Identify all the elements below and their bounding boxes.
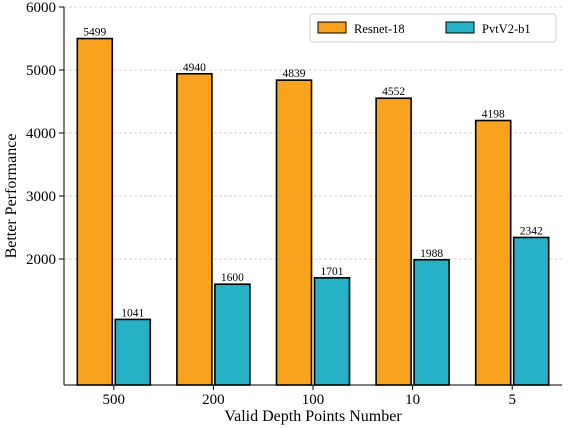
bar [176,72,213,386]
y-axis-title: Better Performance [3,134,20,259]
bar [512,236,550,386]
data-label: 1701 [321,266,344,278]
y-tick-label: 3000 [26,189,56,205]
x-tick-label: 100 [302,392,325,408]
x-tick-label: 200 [202,392,225,408]
y-tick-label: 5000 [26,63,56,79]
data-label: 4839 [283,68,306,80]
bar [413,258,450,386]
data-label: 1041 [121,307,144,319]
data-label: 2342 [520,225,543,237]
data-label: 5499 [83,27,106,39]
x-axis-ticks: 500 200 100 10 5 [103,385,516,408]
x-tick-label: 5 [508,392,516,408]
bar [474,119,512,386]
x-tick-label: 500 [103,392,126,408]
legend-box [309,13,557,43]
legend-label: PvtV2-b1 [482,22,531,36]
y-tick-label: 6000 [26,0,56,16]
legend-swatch [445,21,475,34]
bar [375,97,412,386]
data-label: 1600 [221,272,244,284]
legend-label: Resnet-18 [354,22,405,36]
bar [275,79,313,386]
y-tick-label: 2000 [26,252,56,268]
data-label: 4940 [183,62,206,74]
data-label: 4198 [482,109,505,121]
data-label: 4552 [382,86,405,98]
x-tick-label: 10 [405,392,420,408]
x-axis-title: Valid Depth Points Number [224,408,402,425]
legend-swatch [317,21,347,34]
data-label: 1988 [420,248,443,260]
y-tick-label: 4000 [26,126,56,142]
bar [214,283,251,386]
legend: Resnet-18 PvtV2-b1 [309,13,557,43]
bars: 5499 1041 4940 1600 4839 1701 4552 1988 4198 2342 [76,27,550,386]
bar [313,277,351,386]
bar [76,37,114,386]
y-axis-ticks: 2000 3000 4000 5000 6000 [26,0,64,268]
bar [114,318,152,386]
